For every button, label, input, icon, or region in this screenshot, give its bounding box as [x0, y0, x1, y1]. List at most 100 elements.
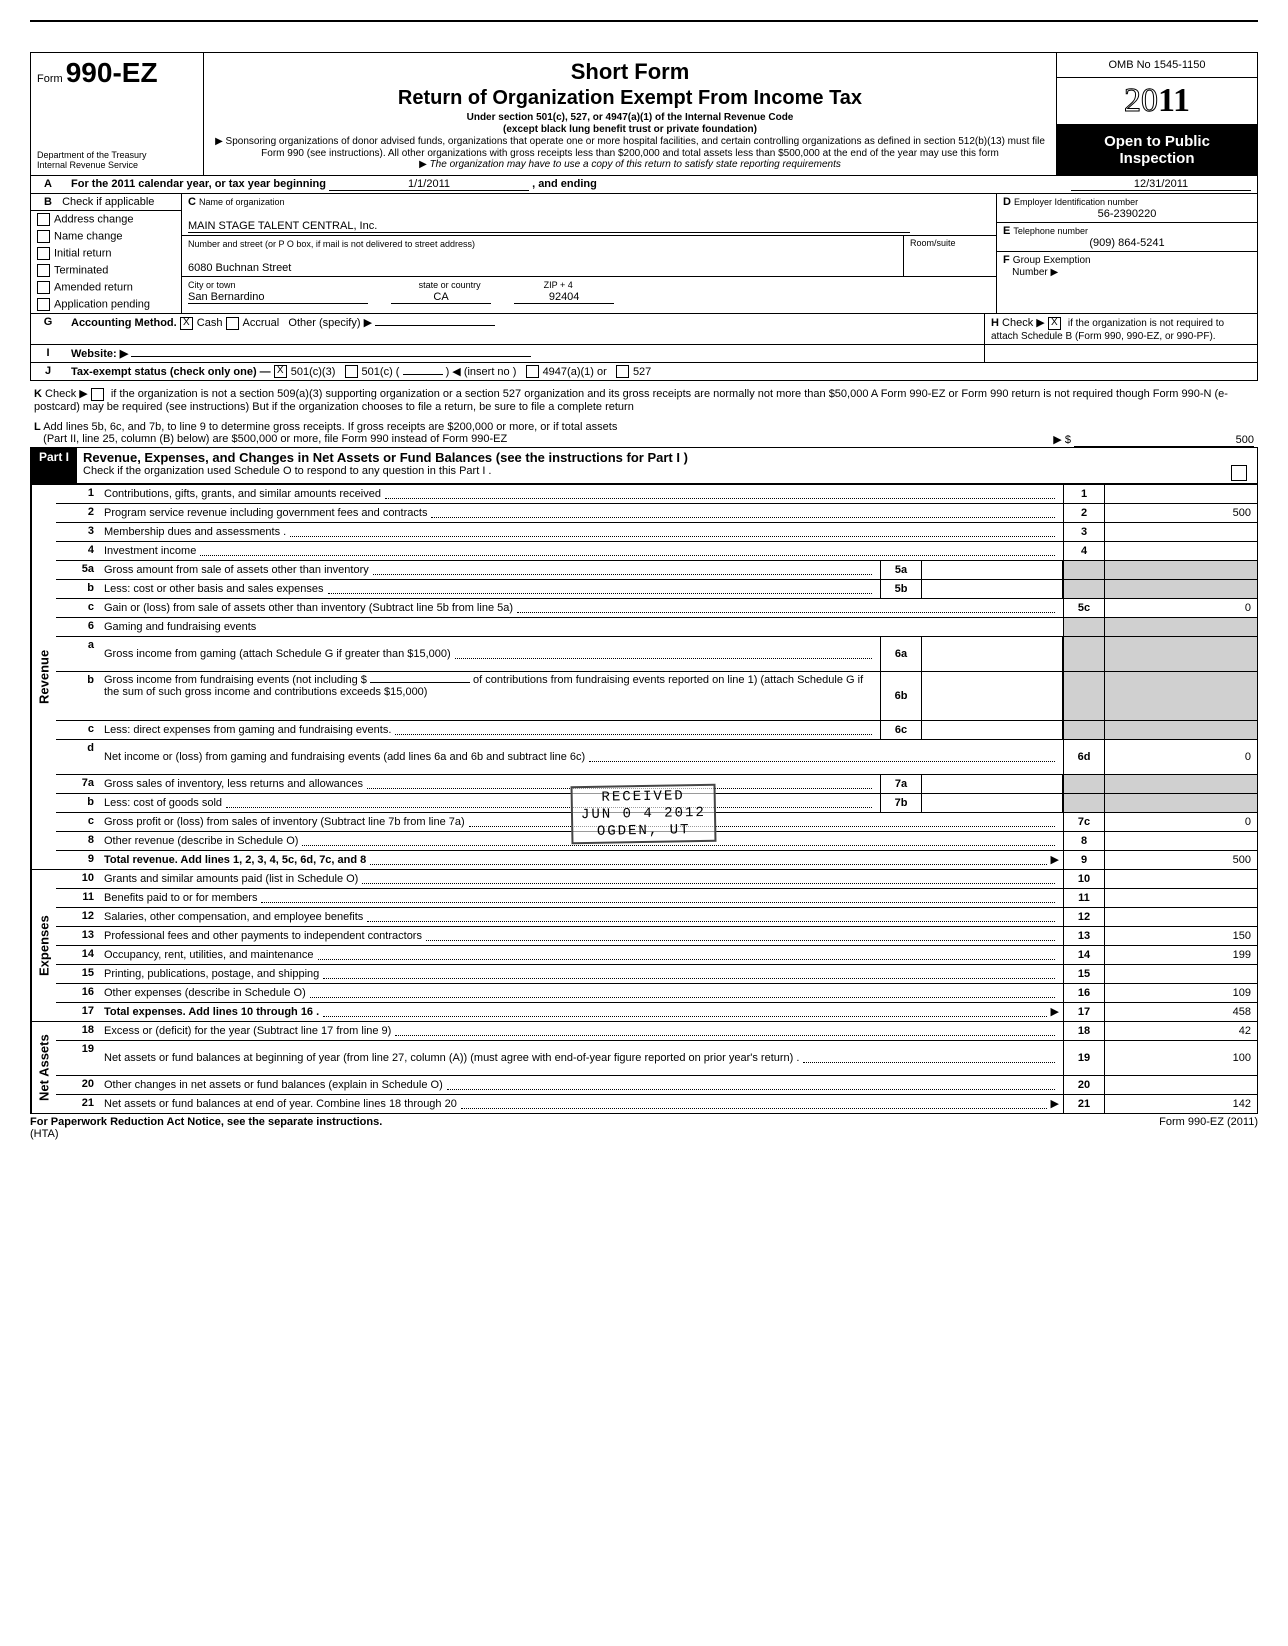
line-13-num: 13 [56, 927, 100, 945]
footer-left: For Paperwork Reduction Act Notice, see … [30, 1116, 382, 1140]
line-21-desc: Net assets or fund balances at end of ye… [100, 1095, 1063, 1113]
j-label: Tax-exempt status (check only one) — [71, 366, 271, 378]
open-line-2: Inspection [1061, 150, 1253, 167]
title-short: Short Form [214, 59, 1046, 85]
line-8-num: 8 [56, 832, 100, 850]
d-cell: D Employer Identification number 56-2390… [997, 194, 1257, 223]
part1-table: Revenue 1 Contributions, gifts, grants, … [30, 484, 1258, 1114]
checkbox-h[interactable]: X [1048, 317, 1061, 330]
checkbox-initial-return[interactable] [37, 247, 50, 260]
line-1-num: 1 [56, 485, 100, 503]
line-7b-val-shaded [1105, 794, 1257, 812]
checkbox-part1-scho[interactable] [1231, 465, 1247, 481]
line-14-val: 199 [1105, 946, 1257, 964]
part1-title-row: Part I Revenue, Expenses, and Changes in… [31, 448, 1257, 483]
line-21: 21 Net assets or fund balances at end of… [56, 1095, 1257, 1113]
dots [370, 854, 1046, 865]
line-16-num: 16 [56, 984, 100, 1002]
line-15-desc: Printing, publications, postage, and shi… [100, 965, 1063, 983]
line-10-val [1105, 870, 1257, 888]
line-7c-box: 7c [1063, 813, 1105, 831]
line-5c-val: 0 [1105, 599, 1257, 617]
g-other-input[interactable] [375, 325, 495, 326]
line-10-desc: Grants and similar amounts paid (list in… [100, 870, 1063, 888]
l-amount-wrap: ▶ $ 500 [1053, 433, 1254, 447]
l-line1: Add lines 5b, 6c, and 7b, to line 9 to d… [43, 421, 617, 433]
line-6d-num: d [56, 740, 100, 774]
i-input[interactable] [131, 356, 531, 357]
label-f: F [1003, 254, 1010, 266]
b-opt-0-label: Address change [54, 213, 134, 225]
j-d: 4947(a)(1) or [543, 366, 607, 378]
checkbox-527[interactable] [616, 365, 629, 378]
line-15-val [1105, 965, 1257, 983]
line-16-desc: Other expenses (describe in Schedule O) [100, 984, 1063, 1002]
c-addr-label: Number and street (or P O box, if mail i… [188, 239, 475, 249]
f-label: Group Exemption [1013, 255, 1091, 266]
line-5c-desc-text: Gain or (loss) from sale of assets other… [104, 602, 513, 614]
stamp-line-1: RECEIVED [581, 788, 706, 807]
line-5b-box-shaded [1063, 580, 1105, 598]
line-6b-val-shaded [1105, 672, 1257, 720]
side-label-expenses: Expenses [31, 870, 56, 1021]
row-i: I Website: ▶ [31, 345, 1257, 363]
line-6b-amount-input[interactable] [370, 682, 470, 683]
line-14-num: 14 [56, 946, 100, 964]
checkbox-4947[interactable] [526, 365, 539, 378]
checkbox-k[interactable] [91, 388, 104, 401]
dots [517, 602, 1055, 613]
a-mid: , and ending [532, 178, 597, 190]
line-21-box: 21 [1063, 1095, 1105, 1113]
line-16: 16 Other expenses (describe in Schedule … [56, 984, 1257, 1003]
line-4-num: 4 [56, 542, 100, 560]
checkbox-cash[interactable]: X [180, 317, 193, 330]
line-18-val: 42 [1105, 1022, 1257, 1040]
line-6a-desc-text: Gross income from gaming (attach Schedul… [104, 648, 451, 660]
i-label: Website: ▶ [71, 348, 128, 360]
title-main: Return of Organization Exempt From Incom… [214, 87, 1046, 110]
c-zip-label: ZIP + 4 [544, 280, 573, 290]
label-j: J [31, 363, 65, 381]
checkbox-501c3[interactable]: X [274, 365, 287, 378]
line-15-num: 15 [56, 965, 100, 983]
page-top-rule [30, 20, 1258, 22]
line-7a-subval [922, 775, 1063, 793]
checkbox-terminated[interactable] [37, 264, 50, 277]
header-note-1-text: Sponsoring organizations of donor advise… [226, 136, 1045, 159]
line-7b-box-shaded [1063, 794, 1105, 812]
line-17-box: 17 [1063, 1003, 1105, 1021]
line-6a-subval [922, 637, 1063, 671]
col-b: B Check if applicable Address change Nam… [31, 194, 182, 313]
j-insert[interactable] [403, 374, 443, 375]
checkbox-application-pending[interactable] [37, 298, 50, 311]
line-6c-num: c [56, 721, 100, 739]
l-line2: (Part II, line 25, column (B) below) are… [43, 433, 507, 445]
subtitle-2: (except black lung benefit trust or priv… [214, 124, 1046, 136]
side-label-netassets: Net Assets [31, 1022, 56, 1113]
line-1-desc-text: Contributions, gifts, grants, and simila… [104, 488, 381, 500]
i-content: Website: ▶ [65, 345, 985, 362]
entity-block: A For the 2011 calendar year, or tax yea… [30, 176, 1258, 381]
h-spill [985, 345, 1257, 362]
checkbox-501c[interactable] [345, 365, 358, 378]
year-prefix: 20 [1124, 82, 1158, 119]
c-room-label: Room/suite [904, 236, 996, 276]
line-4: 4 Investment income 4 [56, 542, 1257, 561]
a-label: For the 2011 calendar year, or tax year … [71, 178, 326, 190]
line-21-desc-text: Net assets or fund balances at end of ye… [104, 1098, 457, 1110]
line-15-desc-text: Printing, publications, postage, and shi… [104, 968, 319, 980]
line-7a-num: 7a [56, 775, 100, 793]
checkbox-accrual[interactable] [226, 317, 239, 330]
checkbox-address-change[interactable] [37, 213, 50, 226]
line-6-num: 6 [56, 618, 100, 636]
line-7b-desc: Less: cost of goods sold [100, 794, 880, 812]
checkbox-name-change[interactable] [37, 230, 50, 243]
line-6a-desc: Gross income from gaming (attach Schedul… [100, 637, 880, 671]
c-street: 6080 Buchnan Street [188, 262, 291, 274]
line-5a-box-shaded [1063, 561, 1105, 579]
line-5c-box: 5c [1063, 599, 1105, 617]
label-k: K [34, 388, 42, 400]
checkbox-amended[interactable] [37, 281, 50, 294]
line-5a-desc: Gross amount from sale of assets other t… [100, 561, 880, 579]
line-14: 14 Occupancy, rent, utilities, and maint… [56, 946, 1257, 965]
